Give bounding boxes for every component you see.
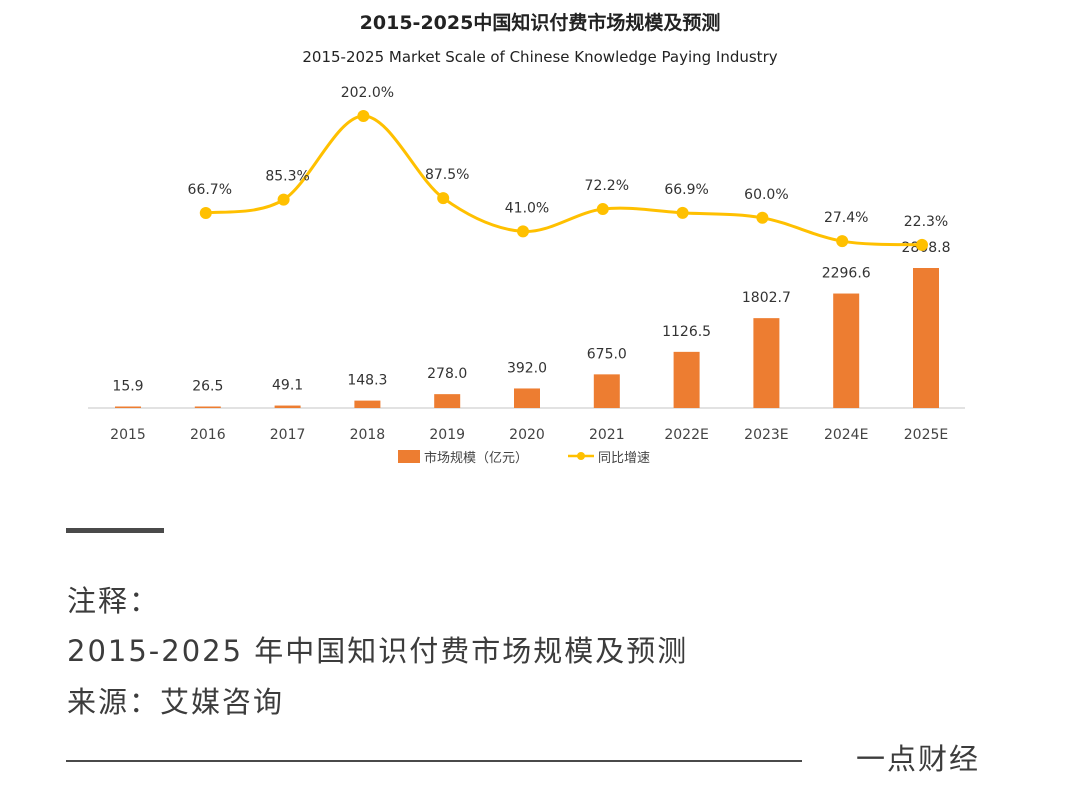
growth-point-2023E (756, 211, 769, 224)
bar-2019 (434, 394, 461, 408)
growth-value-label: 41.0% (505, 200, 549, 216)
growth-value-label: 72.2% (585, 178, 629, 194)
growth-point-2021 (596, 203, 609, 216)
chart-plot: 15.9 26.5 49.1 148.3 278.0 392.0 675.0 1126.5 18… (88, 85, 965, 466)
brand-name: 一点财经 (856, 742, 981, 776)
growth-value-label: 202.0% (341, 85, 394, 101)
bar-value-label: 1802.7 (742, 290, 791, 306)
x-tick-label: 2025E (904, 427, 948, 443)
bar-value-label: 675.0 (587, 346, 627, 362)
growth-value-label: 87.5% (425, 167, 469, 183)
x-tick-label: 2022E (664, 427, 708, 443)
growth-point-2016 (199, 207, 212, 219)
bar-2021 (593, 374, 620, 408)
growth-point-2022E (676, 206, 689, 219)
x-tick-label: 2020 (509, 427, 545, 443)
footer-divider (66, 760, 802, 762)
x-tick-label: 2018 (350, 427, 386, 443)
section-divider (66, 528, 164, 533)
x-tick-label: 2019 (429, 427, 465, 443)
bar-value-label: 392.0 (507, 360, 547, 376)
x-tick-label: 2023E (744, 427, 788, 443)
x-tick-label: 2024E (824, 427, 868, 443)
growth-point-2017 (277, 193, 290, 206)
bar-2015 (115, 406, 141, 408)
note-heading: 注释： (67, 584, 161, 618)
x-tick-label: 2017 (270, 427, 306, 443)
legend-line-label: 同比增速 (598, 451, 650, 466)
bar-2020 (514, 388, 540, 408)
growth-point-2019 (437, 192, 450, 205)
x-tick-label: 2015 (110, 427, 146, 443)
bar-value-label: 49.1 (272, 378, 303, 394)
growth-value-label: 85.3% (265, 169, 309, 185)
chart-subtitle: 2015-2025 Market Scale of Chinese Knowle… (302, 48, 778, 66)
x-tick-label: 2016 (190, 427, 226, 443)
note-description: 2015-2025 年中国知识付费市场规模及预测 (67, 634, 689, 668)
bar-value-label: 1126.5 (662, 324, 711, 340)
growth-value-label: 27.4% (824, 210, 868, 226)
bar-2022E (673, 351, 700, 408)
bar-2018 (354, 400, 381, 408)
chart-title: 2015-2025中国知识付费市场规模及预测 (359, 12, 721, 34)
bar-2025E (913, 268, 939, 408)
growth-value-label: 60.0% (744, 187, 788, 203)
bar-value-label: 15.9 (112, 379, 143, 395)
bar-value-label: 2296.6 (822, 266, 871, 282)
legend-bar-swatch (398, 450, 420, 463)
bar-value-label: 148.3 (347, 373, 387, 389)
growth-point-2020 (517, 225, 529, 238)
bar-value-label: 278.0 (427, 366, 467, 382)
growth-line (205, 114, 923, 247)
bar-2016 (194, 406, 221, 408)
legend-bar-label: 市场规模（亿元） (424, 450, 528, 466)
growth-point-2024E (836, 235, 849, 248)
bar-2024E (833, 293, 860, 408)
bar-2023E (753, 318, 780, 408)
growth-value-label: 22.3% (904, 214, 948, 230)
growth-point-2018 (357, 110, 370, 122)
growth-value-label: 66.7% (188, 182, 232, 198)
x-tick-label: 2021 (589, 427, 625, 443)
legend-line-marker (577, 452, 585, 460)
bar-value-label: 26.5 (192, 379, 223, 395)
bar-2017 (274, 405, 301, 408)
growth-point-2025E (916, 238, 928, 251)
growth-value-label: 66.9% (664, 182, 708, 198)
note-source: 来源：艾媒咨询 (67, 685, 285, 719)
